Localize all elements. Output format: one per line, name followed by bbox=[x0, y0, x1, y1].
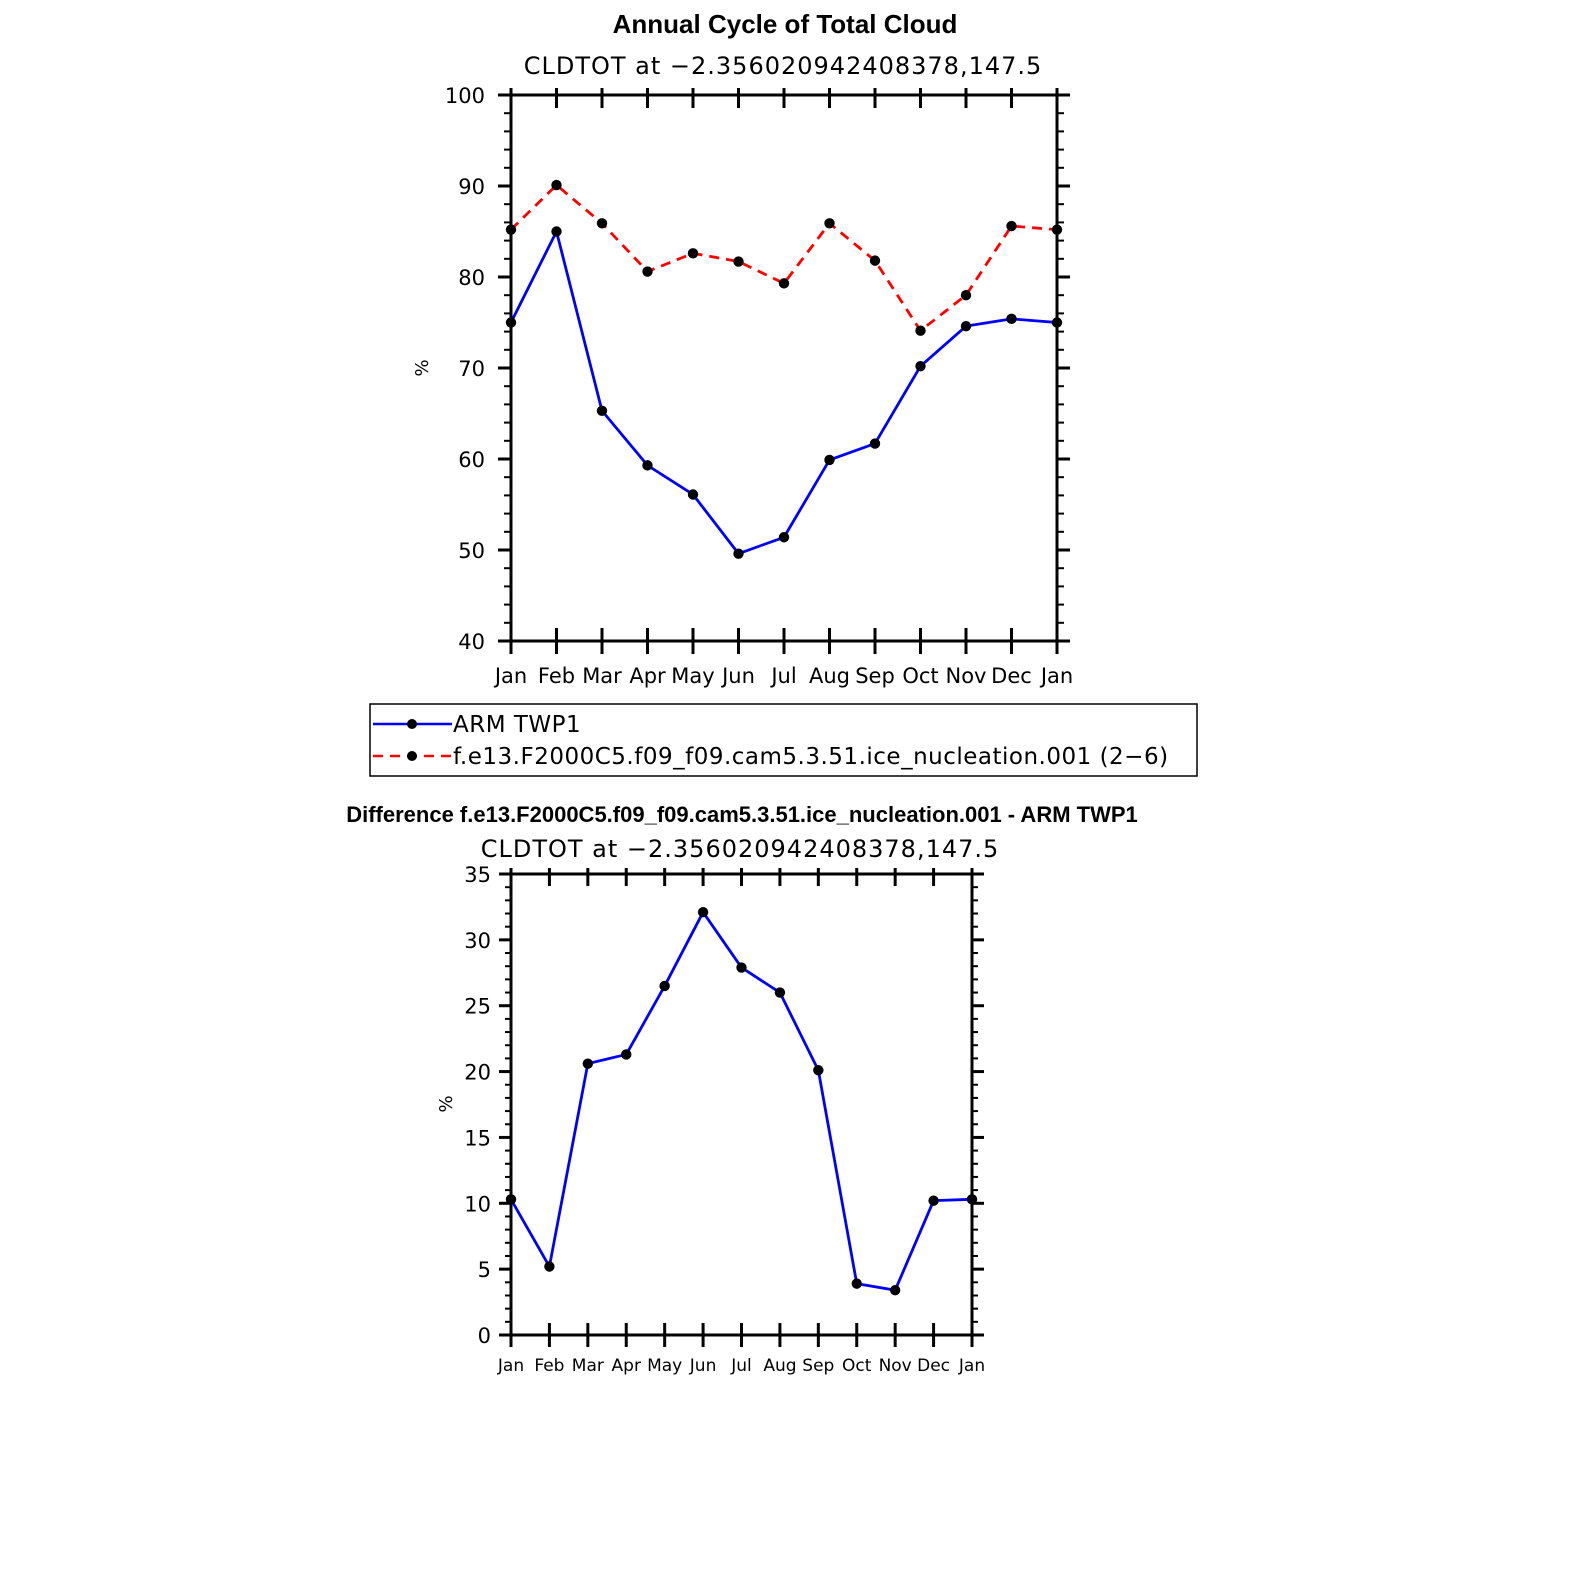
x-tick-label: Jul bbox=[769, 664, 796, 688]
y-tick-label: 100 bbox=[445, 84, 485, 108]
data-point bbox=[869, 438, 881, 449]
y-tick-label: 70 bbox=[458, 357, 485, 381]
series-points bbox=[505, 906, 978, 1296]
data-point bbox=[889, 1285, 901, 1296]
data-point bbox=[596, 405, 608, 416]
y-tick-label: 80 bbox=[458, 266, 485, 290]
data-point bbox=[551, 179, 562, 191]
x-tick-label: Oct bbox=[902, 664, 938, 688]
y-tick-label: 0 bbox=[478, 1324, 491, 1348]
y-tick-label: 90 bbox=[458, 175, 485, 199]
data-point bbox=[813, 1065, 824, 1076]
x-tick-label: Jan bbox=[497, 1356, 524, 1376]
series-lines bbox=[509, 183, 1058, 556]
y-tick-label: 25 bbox=[464, 995, 491, 1019]
x-tick-label: Sep bbox=[855, 664, 895, 688]
axis-ticks: 40 50 60 70 80 90 100 Jan Feb Mar Apr May Jun Jul Aug S… bbox=[445, 84, 1073, 688]
x-tick-label: Oct bbox=[842, 1356, 872, 1376]
x-tick-label: Mar bbox=[582, 664, 622, 688]
chart-title: Difference f.e13.F2000C5.f09_f09.cam5.3.… bbox=[346, 802, 1138, 827]
legend-label: f.e13.F2000C5.f09_f09.cam5.3.51.ice_nucl… bbox=[453, 744, 1169, 770]
x-tick-label: Aug bbox=[809, 664, 850, 688]
chart-subtitle: CLDTOT at −2.356020942408378,147.5 bbox=[481, 835, 1000, 863]
y-axis-label: % bbox=[412, 359, 433, 376]
legend-item-model: f.e13.F2000C5.f09_f09.cam5.3.51.ice_nucl… bbox=[373, 744, 1169, 770]
x-tick-label: Apr bbox=[612, 1356, 641, 1376]
x-tick-label: Nov bbox=[946, 664, 987, 688]
y-tick-label: 40 bbox=[458, 630, 485, 654]
data-point bbox=[551, 226, 562, 237]
x-tick-label: Aug bbox=[763, 1356, 796, 1376]
x-tick-label: Jan bbox=[493, 664, 527, 688]
legend-label: ARM TWP1 bbox=[453, 712, 581, 738]
chart-title: Annual Cycle of Total Cloud bbox=[613, 9, 958, 39]
series-line-1 bbox=[510, 183, 1058, 333]
x-tick-label: Feb bbox=[534, 1356, 564, 1376]
x-tick-label: Feb bbox=[538, 664, 575, 688]
legend-box bbox=[369, 703, 1198, 777]
x-tick-label: Jun bbox=[689, 1356, 717, 1376]
data-point bbox=[1006, 313, 1017, 325]
x-tick-label: Jan bbox=[958, 1356, 985, 1376]
data-point bbox=[733, 256, 744, 267]
annual-cycle-chart: Annual Cycle of Total Cloud CLDTOT at −2… bbox=[412, 9, 1073, 688]
x-tick-label: May bbox=[671, 664, 714, 688]
y-tick-label: 10 bbox=[464, 1192, 491, 1216]
data-point bbox=[960, 290, 972, 301]
y-tick-label: 35 bbox=[464, 863, 491, 887]
series-points bbox=[505, 179, 1063, 559]
data-point bbox=[582, 1058, 594, 1069]
data-point bbox=[687, 489, 699, 500]
difference-chart: Difference f.e13.F2000C5.f09_f09.cam5.3.… bbox=[346, 802, 1138, 1376]
legend-item-arm-twp1: ARM TWP1 bbox=[373, 712, 581, 738]
data-point bbox=[851, 1278, 862, 1289]
data-point bbox=[824, 218, 835, 229]
y-tick-label: 60 bbox=[458, 448, 485, 472]
x-tick-label: Jul bbox=[730, 1356, 752, 1376]
y-tick-label: 50 bbox=[458, 539, 485, 563]
data-point bbox=[659, 980, 670, 992]
y-tick-label: 5 bbox=[478, 1258, 491, 1282]
data-point bbox=[642, 266, 653, 277]
data-point bbox=[928, 1195, 939, 1206]
plot-frame bbox=[509, 93, 1059, 643]
data-point bbox=[778, 532, 790, 543]
x-tick-label: Jun bbox=[720, 664, 755, 688]
data-point bbox=[621, 1049, 632, 1060]
chart-subtitle: CLDTOT at −2.356020942408378,147.5 bbox=[524, 52, 1043, 80]
legend-swatch-marker bbox=[407, 751, 417, 761]
x-tick-label: Apr bbox=[629, 664, 666, 688]
legend-swatch-marker bbox=[407, 719, 417, 729]
x-tick-label: May bbox=[647, 1356, 682, 1376]
y-tick-label: 15 bbox=[464, 1126, 491, 1150]
legend: ARM TWP1 f.e13.F2000C5.f09_f09.cam5.3.51… bbox=[369, 703, 1198, 777]
data-point bbox=[915, 360, 926, 372]
data-point bbox=[733, 548, 744, 559]
data-point bbox=[687, 248, 699, 259]
axis-ticks: 0 5 10 15 20 25 30 35 Jan Feb Mar Apr May Jun Jul Aug Se… bbox=[464, 863, 985, 1376]
x-tick-label: Dec bbox=[917, 1356, 950, 1376]
data-point bbox=[869, 255, 881, 266]
plot-frame bbox=[509, 872, 974, 1337]
data-point bbox=[960, 320, 972, 332]
y-tick-label: 30 bbox=[464, 929, 491, 953]
data-point bbox=[915, 325, 926, 336]
x-tick-label: Jan bbox=[1039, 664, 1073, 688]
data-point bbox=[778, 278, 790, 289]
data-point bbox=[596, 218, 608, 229]
data-point bbox=[697, 906, 709, 918]
x-tick-label: Sep bbox=[802, 1356, 834, 1376]
data-point bbox=[1006, 220, 1017, 232]
x-tick-label: Nov bbox=[879, 1356, 912, 1376]
data-point bbox=[774, 987, 786, 998]
data-point bbox=[544, 1261, 555, 1272]
data-point bbox=[736, 962, 747, 973]
x-tick-label: Mar bbox=[572, 1356, 604, 1376]
data-point bbox=[824, 454, 835, 466]
x-tick-label: Dec bbox=[991, 664, 1032, 688]
y-axis-label: % bbox=[436, 1095, 457, 1112]
data-point bbox=[642, 460, 653, 471]
y-tick-label: 20 bbox=[464, 1061, 491, 1085]
